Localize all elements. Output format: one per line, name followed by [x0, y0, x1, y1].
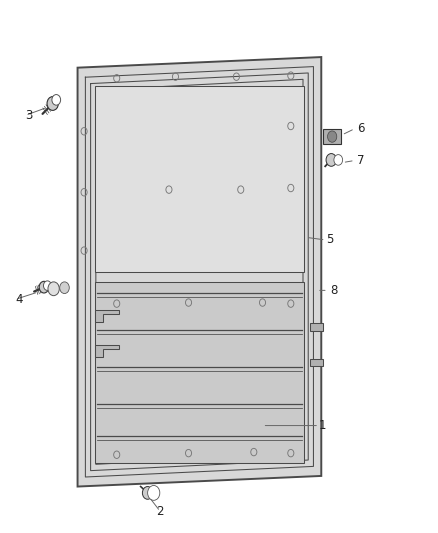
Text: 3: 3	[25, 109, 33, 122]
Text: 4: 4	[15, 293, 23, 306]
Circle shape	[326, 154, 336, 166]
Polygon shape	[78, 57, 321, 487]
Polygon shape	[311, 359, 323, 366]
Polygon shape	[323, 129, 341, 144]
Circle shape	[47, 96, 58, 110]
Circle shape	[43, 281, 51, 290]
Polygon shape	[95, 86, 304, 272]
Circle shape	[52, 94, 60, 105]
Text: 1: 1	[319, 419, 327, 432]
Polygon shape	[95, 310, 119, 322]
Polygon shape	[311, 323, 323, 330]
Text: 6: 6	[357, 122, 364, 135]
Circle shape	[334, 155, 343, 165]
Circle shape	[39, 281, 49, 293]
Circle shape	[48, 282, 59, 296]
Circle shape	[60, 282, 69, 294]
Text: 2: 2	[156, 505, 164, 518]
Text: 7: 7	[357, 154, 364, 167]
Circle shape	[328, 131, 337, 142]
Text: 8: 8	[330, 284, 337, 297]
Circle shape	[142, 487, 153, 499]
Circle shape	[148, 486, 160, 500]
Polygon shape	[95, 282, 304, 463]
Polygon shape	[95, 345, 119, 357]
Text: 5: 5	[325, 233, 333, 246]
